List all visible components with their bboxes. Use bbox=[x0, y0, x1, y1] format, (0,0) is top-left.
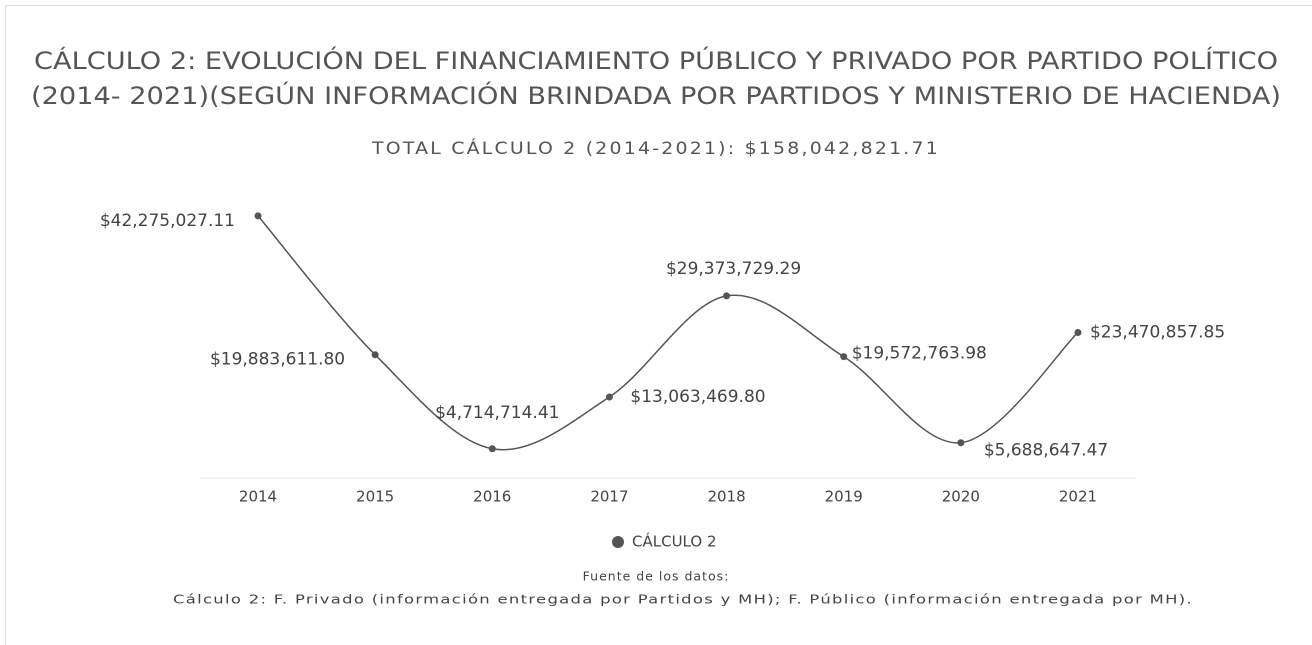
point bbox=[371, 351, 379, 359]
chart-title: CÁLCULO 2: EVOLUCIÓN DEL FINANCIAMIENTO … bbox=[34, 45, 1278, 75]
data-label: $4,714,714.41 bbox=[435, 403, 559, 423]
point bbox=[254, 212, 262, 220]
frame bbox=[5, 5, 1312, 645]
data-label: $5,688,647.47 bbox=[984, 441, 1108, 461]
x-tick-label: 2018 bbox=[707, 488, 745, 506]
x-tick-label: 2021 bbox=[1059, 488, 1097, 506]
data-label: $23,470,857.85 bbox=[1090, 322, 1225, 342]
legend-marker bbox=[612, 536, 624, 548]
x-tick-label: 2017 bbox=[590, 488, 628, 506]
x-tick-label: 2020 bbox=[942, 488, 980, 506]
x-tick-label: 2014 bbox=[239, 488, 277, 506]
data-label: $42,275,027.11 bbox=[100, 211, 235, 231]
data-label: $29,373,729.29 bbox=[666, 259, 801, 279]
source-note: Fuente de los datos: bbox=[583, 569, 730, 584]
chart-title: (2014- 2021)(SEGÚN INFORMACIÓN BRINDADA … bbox=[31, 80, 1281, 110]
point bbox=[723, 292, 731, 300]
data-label: $19,883,611.80 bbox=[210, 350, 345, 370]
source-note: Cálculo 2: F. Privado (información entre… bbox=[173, 592, 1193, 607]
x-tick-label: 2019 bbox=[825, 488, 863, 506]
chart-subtitle: TOTAL CÁLCULO 2 (2014-2021): $158,042,82… bbox=[371, 137, 940, 159]
line bbox=[257, 215, 1079, 451]
data-label: $19,572,763.98 bbox=[852, 344, 987, 364]
x-tick-label: 2015 bbox=[356, 488, 394, 506]
point bbox=[957, 439, 965, 447]
point bbox=[605, 393, 613, 401]
x-tick-label: 2016 bbox=[473, 488, 511, 506]
point bbox=[1074, 328, 1082, 336]
point bbox=[840, 353, 848, 361]
point bbox=[488, 445, 496, 453]
data-label: $13,063,469.80 bbox=[630, 387, 765, 407]
legend-label: CÁLCULO 2 bbox=[632, 532, 717, 551]
